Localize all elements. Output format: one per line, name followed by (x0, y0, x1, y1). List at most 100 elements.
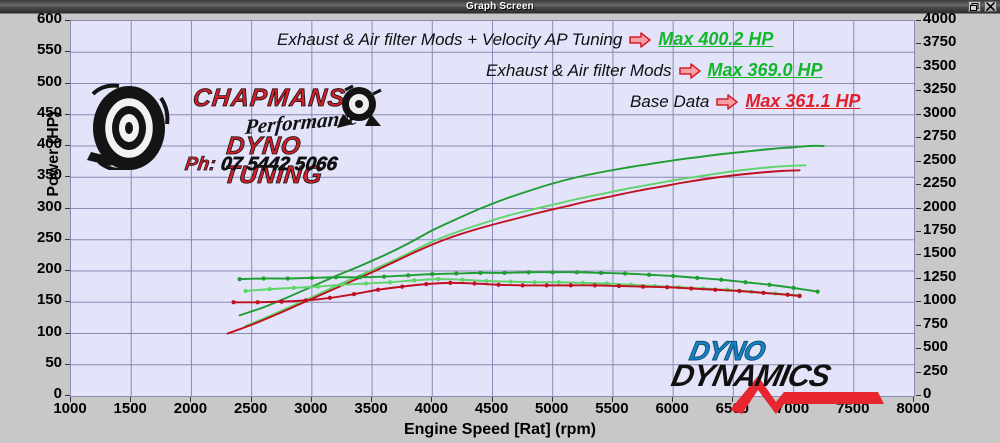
y-tick-left (65, 82, 70, 84)
y-tick-left (65, 301, 70, 303)
data-point-marker (448, 280, 453, 285)
y-tick-label-right: 0 (923, 385, 932, 402)
y-tick-right (916, 277, 921, 279)
annotation-value-0: Max 400.2 HP (658, 29, 774, 49)
y-tick-right (916, 184, 921, 186)
y-tick-label-left: 550 (36, 41, 62, 59)
x-tick (672, 397, 674, 402)
data-point-marker (412, 278, 417, 283)
x-tick (913, 397, 914, 402)
x-tick-label: 2000 (173, 400, 208, 417)
y-tick-right (916, 230, 921, 232)
annotation-label-0: Exhaust & Air filter Mods + Velocity AP … (277, 29, 623, 49)
y-tick-label-right: 2500 (923, 150, 957, 168)
data-point-marker (388, 280, 393, 285)
data-point-marker (815, 289, 820, 294)
x-tick-label: 1500 (113, 400, 147, 417)
y-tick-label-left: 150 (36, 291, 62, 309)
y-tick-left (65, 176, 70, 178)
y-tick-label-right: 500 (923, 338, 949, 356)
y-tick-label-left: 500 (36, 72, 62, 90)
data-point-marker (743, 280, 748, 285)
plot-area[interactable] (70, 20, 915, 397)
y-tick-label-right: 4000 (923, 10, 957, 27)
data-point-marker (406, 273, 411, 278)
y-tick-right (916, 348, 921, 350)
y-tick-label-right: 1750 (923, 220, 957, 238)
y-tick-label-left: 200 (36, 260, 62, 277)
x-tick-label: 2500 (233, 400, 268, 417)
data-point-marker (430, 272, 435, 277)
logo-phone-number: 07 5442 5066 (219, 154, 339, 176)
data-point-marker (737, 288, 742, 294)
data-point-marker (303, 298, 308, 303)
x-tick (130, 397, 132, 402)
y-tick-label-right: 3250 (923, 80, 957, 98)
y-tick-label-right: 2250 (923, 174, 957, 192)
x-tick (732, 397, 734, 402)
x-tick-label: 3500 (354, 400, 388, 417)
data-point-marker (604, 281, 610, 286)
grid-lines (71, 21, 914, 396)
data-point-marker (454, 271, 459, 276)
y-tick-right (916, 160, 921, 162)
y-tick-right (916, 207, 921, 209)
data-point-marker (231, 300, 236, 305)
y-tick-right (916, 20, 921, 21)
annotation-value-2: Max 361.1 HP (745, 91, 861, 111)
logo-phone-prefix: Ph: (183, 154, 218, 176)
x-tick-label: 7000 (775, 400, 810, 417)
data-point-marker (237, 277, 242, 282)
y-tick-left (65, 332, 70, 334)
annotation-value-1: Max 369.0 HP (707, 60, 823, 80)
x-tick (250, 397, 252, 402)
y-tick-right (916, 254, 921, 256)
y-tick-right (916, 113, 921, 115)
data-point-marker (574, 270, 579, 275)
right-arrow-icon (678, 62, 701, 79)
x-tick (371, 397, 373, 402)
data-point-marker (791, 285, 796, 290)
data-point-marker (532, 280, 537, 285)
y-tick-label-left: 0 (53, 385, 62, 402)
logo-phone: Ph: 07 5442 5066 (183, 154, 339, 176)
data-point-marker (460, 277, 465, 282)
close-button[interactable] (984, 1, 997, 12)
y-tick-label-left: 450 (36, 103, 62, 121)
data-curves (226, 144, 825, 335)
data-point-marker (592, 283, 597, 288)
x-tick (70, 397, 71, 402)
data-point-marker (472, 281, 477, 286)
y-tick-right (916, 324, 921, 326)
data-point-marker (363, 281, 369, 286)
data-point-marker (622, 271, 628, 276)
y-tick-left (65, 207, 70, 209)
data-point-marker (484, 278, 489, 284)
data-point-marker (327, 295, 333, 300)
y-tick-left (65, 51, 70, 53)
data-point-marker (526, 270, 531, 275)
data-point-marker (695, 275, 700, 280)
tire-icon (87, 83, 170, 170)
y-tick-label-right: 750 (923, 314, 949, 332)
data-point-marker (550, 270, 555, 275)
y-tick-left (65, 395, 70, 396)
data-point-marker (689, 286, 694, 291)
data-point-marker (315, 284, 320, 289)
y-tick-right (916, 395, 921, 396)
right-arrow-icon (716, 93, 739, 110)
data-point-marker (267, 287, 272, 292)
annotation-label-2: Base Data (630, 91, 710, 111)
data-point-marker (785, 292, 790, 297)
data-point-marker (580, 280, 585, 285)
y-tick-right (916, 371, 921, 373)
y-tick-left (65, 20, 70, 21)
data-point-marker (424, 282, 429, 287)
data-point-marker (671, 273, 676, 279)
annotation-row-2: Base Data Max 361.1 HP (630, 91, 860, 112)
data-point-marker (400, 284, 405, 289)
data-point-marker (333, 275, 339, 280)
data-point-marker (544, 283, 549, 288)
y-tick-label-left: 350 (36, 166, 62, 184)
restore-button[interactable] (968, 1, 981, 12)
